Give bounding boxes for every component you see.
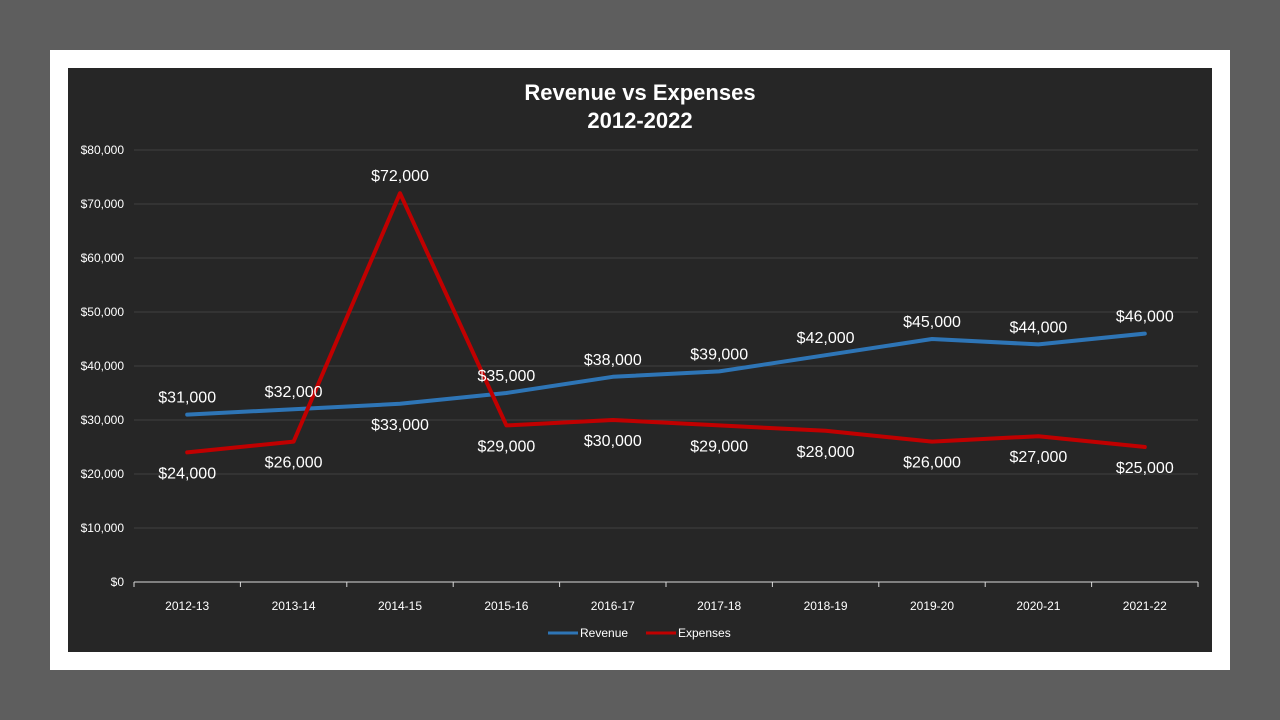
chart-title: Revenue vs Expenses: [524, 80, 755, 105]
data-label-revenue: $45,000: [903, 314, 961, 331]
x-tick-label: 2015-16: [484, 599, 528, 613]
y-tick-label: $80,000: [81, 143, 125, 157]
data-labels: $31,000 $24,000 $32,000 $26,000 $33,000 $72,0…: [158, 168, 1174, 482]
x-tick-label: 2014-15: [378, 599, 422, 613]
axes: $0 $10,000 $20,000 $30,000 $40,000 $50,000 $60…: [81, 143, 1199, 613]
data-label-revenue: $31,000: [158, 390, 216, 407]
data-label-revenue: $35,000: [477, 368, 535, 385]
x-tick-label: 2012-13: [165, 599, 209, 613]
data-label-revenue: $33,000: [371, 417, 429, 434]
data-label-expenses: $26,000: [903, 455, 961, 472]
data-label-expenses: $29,000: [690, 438, 748, 455]
legend: Revenue Expenses: [548, 626, 731, 640]
data-label-revenue: $39,000: [690, 346, 748, 363]
x-tick-label: 2017-18: [697, 599, 741, 613]
legend-label-expenses: Expenses: [678, 626, 731, 640]
data-label-revenue: $32,000: [265, 384, 323, 401]
data-label-expenses: $26,000: [265, 455, 323, 472]
data-label-expenses: $72,000: [371, 168, 429, 185]
gridlines: [134, 149, 1198, 529]
data-label-expenses: $28,000: [797, 444, 855, 461]
x-tick-label: 2018-19: [804, 599, 848, 613]
y-tick-label: $30,000: [81, 413, 125, 427]
line-chart: $0 $10,000 $20,000 $30,000 $40,000 $50,000 $60…: [81, 80, 1199, 640]
chart-area: $0 $10,000 $20,000 $30,000 $40,000 $50,000 $60…: [68, 68, 1212, 652]
x-tick-label: 2013-14: [272, 599, 316, 613]
y-tick-label: $70,000: [81, 197, 125, 211]
data-label-expenses: $24,000: [158, 465, 216, 482]
chart-subtitle: 2012-2022: [587, 108, 692, 133]
series-line-expenses: [185, 191, 1147, 455]
y-tick-label: $50,000: [81, 305, 125, 319]
data-label-revenue: $44,000: [1009, 319, 1067, 336]
data-label-expenses: $30,000: [584, 433, 642, 450]
data-label-expenses: $29,000: [477, 438, 535, 455]
x-tick-label: 2016-17: [591, 599, 635, 613]
y-tick-label: $60,000: [81, 251, 125, 265]
data-label-revenue: $42,000: [797, 330, 855, 347]
legend-label-revenue: Revenue: [580, 626, 628, 640]
series-line-revenue: [185, 331, 1147, 417]
data-label-revenue: $38,000: [584, 352, 642, 369]
data-label-revenue: $46,000: [1116, 309, 1174, 326]
y-tick-label: $20,000: [81, 467, 125, 481]
x-tick-label: 2019-20: [910, 599, 954, 613]
x-tick-label: 2021-22: [1123, 599, 1167, 613]
y-tick-label: $0: [111, 575, 125, 589]
y-tick-label: $40,000: [81, 359, 125, 373]
data-label-expenses: $25,000: [1116, 460, 1174, 477]
series-lines: [185, 191, 1147, 455]
y-tick-label: $10,000: [81, 521, 125, 535]
x-tick-label: 2020-21: [1016, 599, 1060, 613]
data-label-expenses: $27,000: [1009, 449, 1067, 466]
